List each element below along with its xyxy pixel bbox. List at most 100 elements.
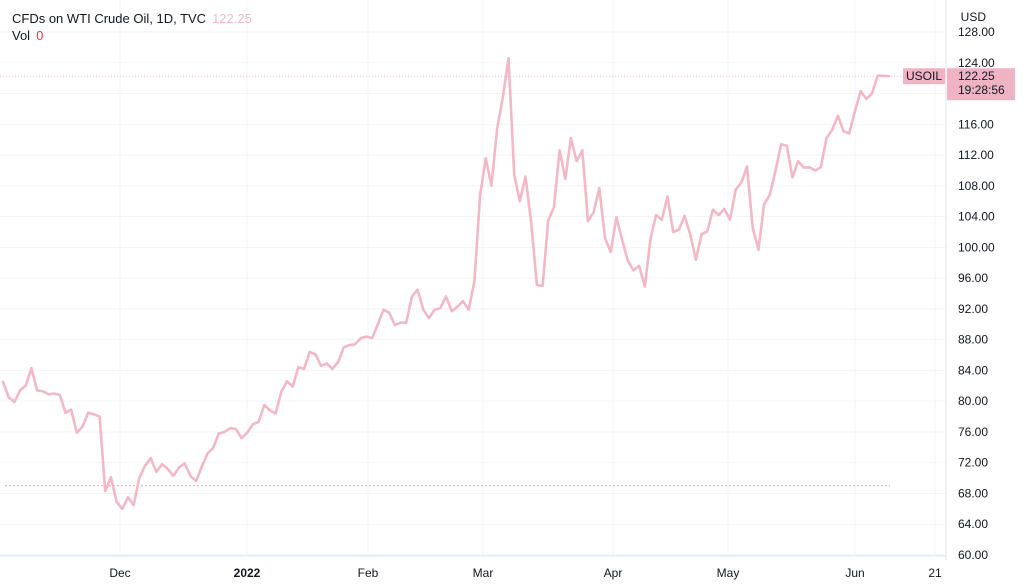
price-point [331,368,334,371]
y-tick-label: 108.00 [958,179,995,193]
price-point [308,351,311,354]
price-point [411,295,414,298]
price-point [689,233,692,236]
price-point [325,362,328,365]
price-point [592,211,595,214]
y-tick-label: 72.00 [958,456,988,470]
price-point [127,496,130,499]
price-point [740,181,743,184]
price-point [496,128,499,131]
price-point [115,501,118,504]
y-tick-label: 100.00 [958,240,995,254]
y-tick-label: 112.00 [958,148,994,162]
y-tick-label: 84.00 [958,363,988,377]
y-tick-label: 96.00 [958,271,988,285]
price-point [280,391,283,394]
price-point [803,166,806,169]
price-point [507,57,510,60]
price-point [479,194,482,197]
price-point [269,409,272,412]
price-point [553,206,556,209]
price-point [161,463,164,466]
price-point [166,468,169,471]
price-point [240,437,243,440]
price-point [632,269,635,272]
price-axis[interactable]: 60.00 64.00 68.00 72.00 76.00 80.00 84.00 88.00… [958,25,995,562]
price-point [842,130,845,133]
price-point [871,92,874,95]
price-point [575,160,578,163]
symbol-title[interactable]: CFDs on WTI Crude Oil, 1D, TVC [12,11,207,26]
y-tick-label: 128.00 [958,25,995,39]
price-point [774,170,777,173]
price-point [712,208,715,211]
y-tick-label: 60.00 [958,548,988,562]
volume-row[interactable]: Vol 0 [12,27,252,44]
price-point [7,396,10,399]
price-point [212,447,215,450]
price-point [501,96,504,99]
price-point [354,343,357,346]
price-point [604,237,607,240]
price-point [814,169,817,172]
price-point [450,310,453,313]
price-point [303,368,306,371]
price-point [825,137,828,140]
price-point [456,305,459,308]
price-point [746,165,749,168]
price-point [2,381,5,384]
price-point [649,238,652,241]
price-point [530,221,533,224]
price-point [439,307,442,310]
price-point [30,367,33,370]
price-point [626,259,629,262]
symbol-tag [903,68,945,85]
price-point [286,380,289,383]
symbol-row[interactable]: CFDs on WTI Crude Oil, 1D, TVC 122.25 [12,10,252,27]
price-point [757,248,760,251]
price-line-series [1,56,891,511]
time-axis[interactable]: Dec 2022 Feb Mar Apr May Jun 21 [109,566,942,580]
x-tick-label: May [717,566,740,580]
price-point [859,90,862,93]
price-point [768,194,771,197]
price-point [360,337,363,340]
volume-label: Vol [12,28,31,43]
symbol-tag-label: USOIL [906,69,942,83]
price-point [513,173,516,176]
price-point [19,389,22,392]
y-tick-label: 92.00 [958,302,988,316]
price-line[interactable] [1,56,891,511]
y-tick-label: 116.00 [958,117,994,131]
price-point [780,143,783,146]
price-point [734,188,737,191]
y-tick-label: 104.00 [958,210,995,224]
price-point [399,321,402,324]
price-point [41,390,44,393]
currency-label[interactable]: USD [960,10,986,24]
price-point [263,404,266,407]
price-point [473,280,476,283]
price-point [132,504,135,507]
price-point [416,288,419,291]
price-point [661,218,664,221]
price-point [763,203,766,206]
price-point [76,431,79,434]
price-point [445,295,448,298]
price-point [751,226,754,229]
price-point [797,160,800,163]
y-tick-label: 124.00 [958,56,995,70]
price-point [808,166,811,169]
price-point [490,185,493,188]
price-point [320,364,323,367]
price-point [371,337,374,340]
x-tick-label: Mar [473,566,494,580]
x-tick-label: Jun [845,566,864,580]
price-point [831,128,834,131]
price-point [246,431,249,434]
price-point [581,149,584,152]
price-point [189,474,192,477]
price-point [53,392,56,395]
